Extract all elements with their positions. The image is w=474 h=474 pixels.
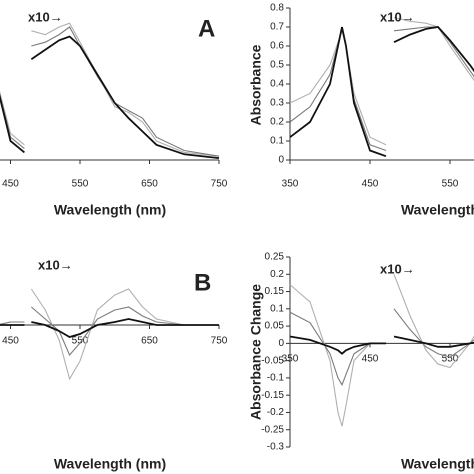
- spectrum-line: [0, 318, 219, 338]
- y-tick-label: 0.15: [265, 286, 285, 297]
- x-tick-label: 450: [2, 336, 19, 347]
- x-tick-label: 750: [211, 336, 228, 347]
- annotation: x10→: [38, 257, 73, 272]
- annotation: x10→: [380, 9, 415, 24]
- spectrum-line: [289, 26, 474, 158]
- spectrum-line: [0, 26, 220, 157]
- y-tick-label: 0.1: [270, 303, 284, 314]
- y-tick-label: 0.05: [265, 321, 285, 332]
- x-tick-label: 550: [442, 179, 459, 190]
- y-tick-label: 0: [278, 338, 284, 349]
- spectrum-line: [289, 274, 474, 427]
- x-tick-label: 450: [362, 354, 379, 365]
- y-axis-label: Absorbance: [248, 44, 264, 125]
- panel: 350 450 550 0.25 0.2 0.15 0.1 0.05 0 -0.05 -0.1 -0.…: [248, 252, 474, 472]
- x-axis-label: Wavelength (nm): [54, 456, 166, 472]
- panel: 450 550 650 750 Wavelength (nm) x10→ B: [0, 257, 228, 472]
- spectrum-line: [0, 22, 220, 157]
- y-tick-label: 0.3: [270, 98, 284, 109]
- y-tick-label: 0.5: [270, 60, 284, 71]
- spectrum-line: [289, 26, 474, 152]
- annotation: x10→: [28, 9, 63, 24]
- x-tick-label: 450: [362, 179, 379, 190]
- x-axis-label: Wavelength (nm): [54, 202, 166, 218]
- x-tick-label: 450: [2, 179, 19, 190]
- y-tick-label: -0.25: [261, 424, 284, 435]
- y-tick-label: 0: [278, 155, 284, 166]
- x-axis-label: Wavelength: [401, 202, 474, 218]
- y-tick-label: -0.1: [267, 373, 285, 384]
- y-tick-label: 0.2: [270, 117, 284, 128]
- panel: 450 550 650 750 Wavelength (nm) x10→ A: [0, 9, 228, 218]
- spectrum-line: [289, 335, 474, 355]
- y-tick-label: 0.4: [270, 79, 284, 90]
- annotation: x10→: [380, 261, 415, 276]
- x-tick-label: 750: [211, 179, 228, 190]
- x-tick-label: 550: [72, 179, 89, 190]
- annotation: A: [198, 15, 215, 42]
- spectrum-line: [289, 308, 474, 387]
- y-tick-label: 0.7: [270, 22, 284, 33]
- spectrum-line: [0, 288, 219, 381]
- spectrum-line: [0, 35, 220, 159]
- panel: 350 450 550 0 0.1 0.2 0.3 0.4 0.5 0.6 0.7 0.8 Wavele…: [248, 3, 474, 218]
- y-tick-label: 0.6: [270, 41, 284, 52]
- x-tick-label: 650: [141, 336, 158, 347]
- x-tick-label: 550: [442, 354, 459, 365]
- y-tick-label: 0.25: [265, 252, 285, 263]
- y-tick-label: -0.2: [267, 407, 285, 418]
- y-tick-label: 0.1: [270, 136, 284, 147]
- x-tick-label: 350: [282, 354, 299, 365]
- annotation: B: [194, 269, 211, 296]
- spectrum-line: [0, 306, 219, 357]
- x-axis-label: Wavelength: [401, 456, 474, 472]
- x-tick-label: 350: [282, 179, 299, 190]
- y-axis-label: Absorbance Change: [248, 284, 264, 420]
- y-tick-label: -0.05: [261, 355, 284, 366]
- y-tick-label: 0.2: [270, 269, 284, 280]
- x-tick-label: 650: [141, 179, 158, 190]
- x-tick-label: 550: [72, 336, 89, 347]
- y-tick-label: 0.8: [270, 3, 284, 14]
- y-tick-label: -0.3: [267, 442, 285, 453]
- y-tick-label: -0.15: [261, 390, 284, 401]
